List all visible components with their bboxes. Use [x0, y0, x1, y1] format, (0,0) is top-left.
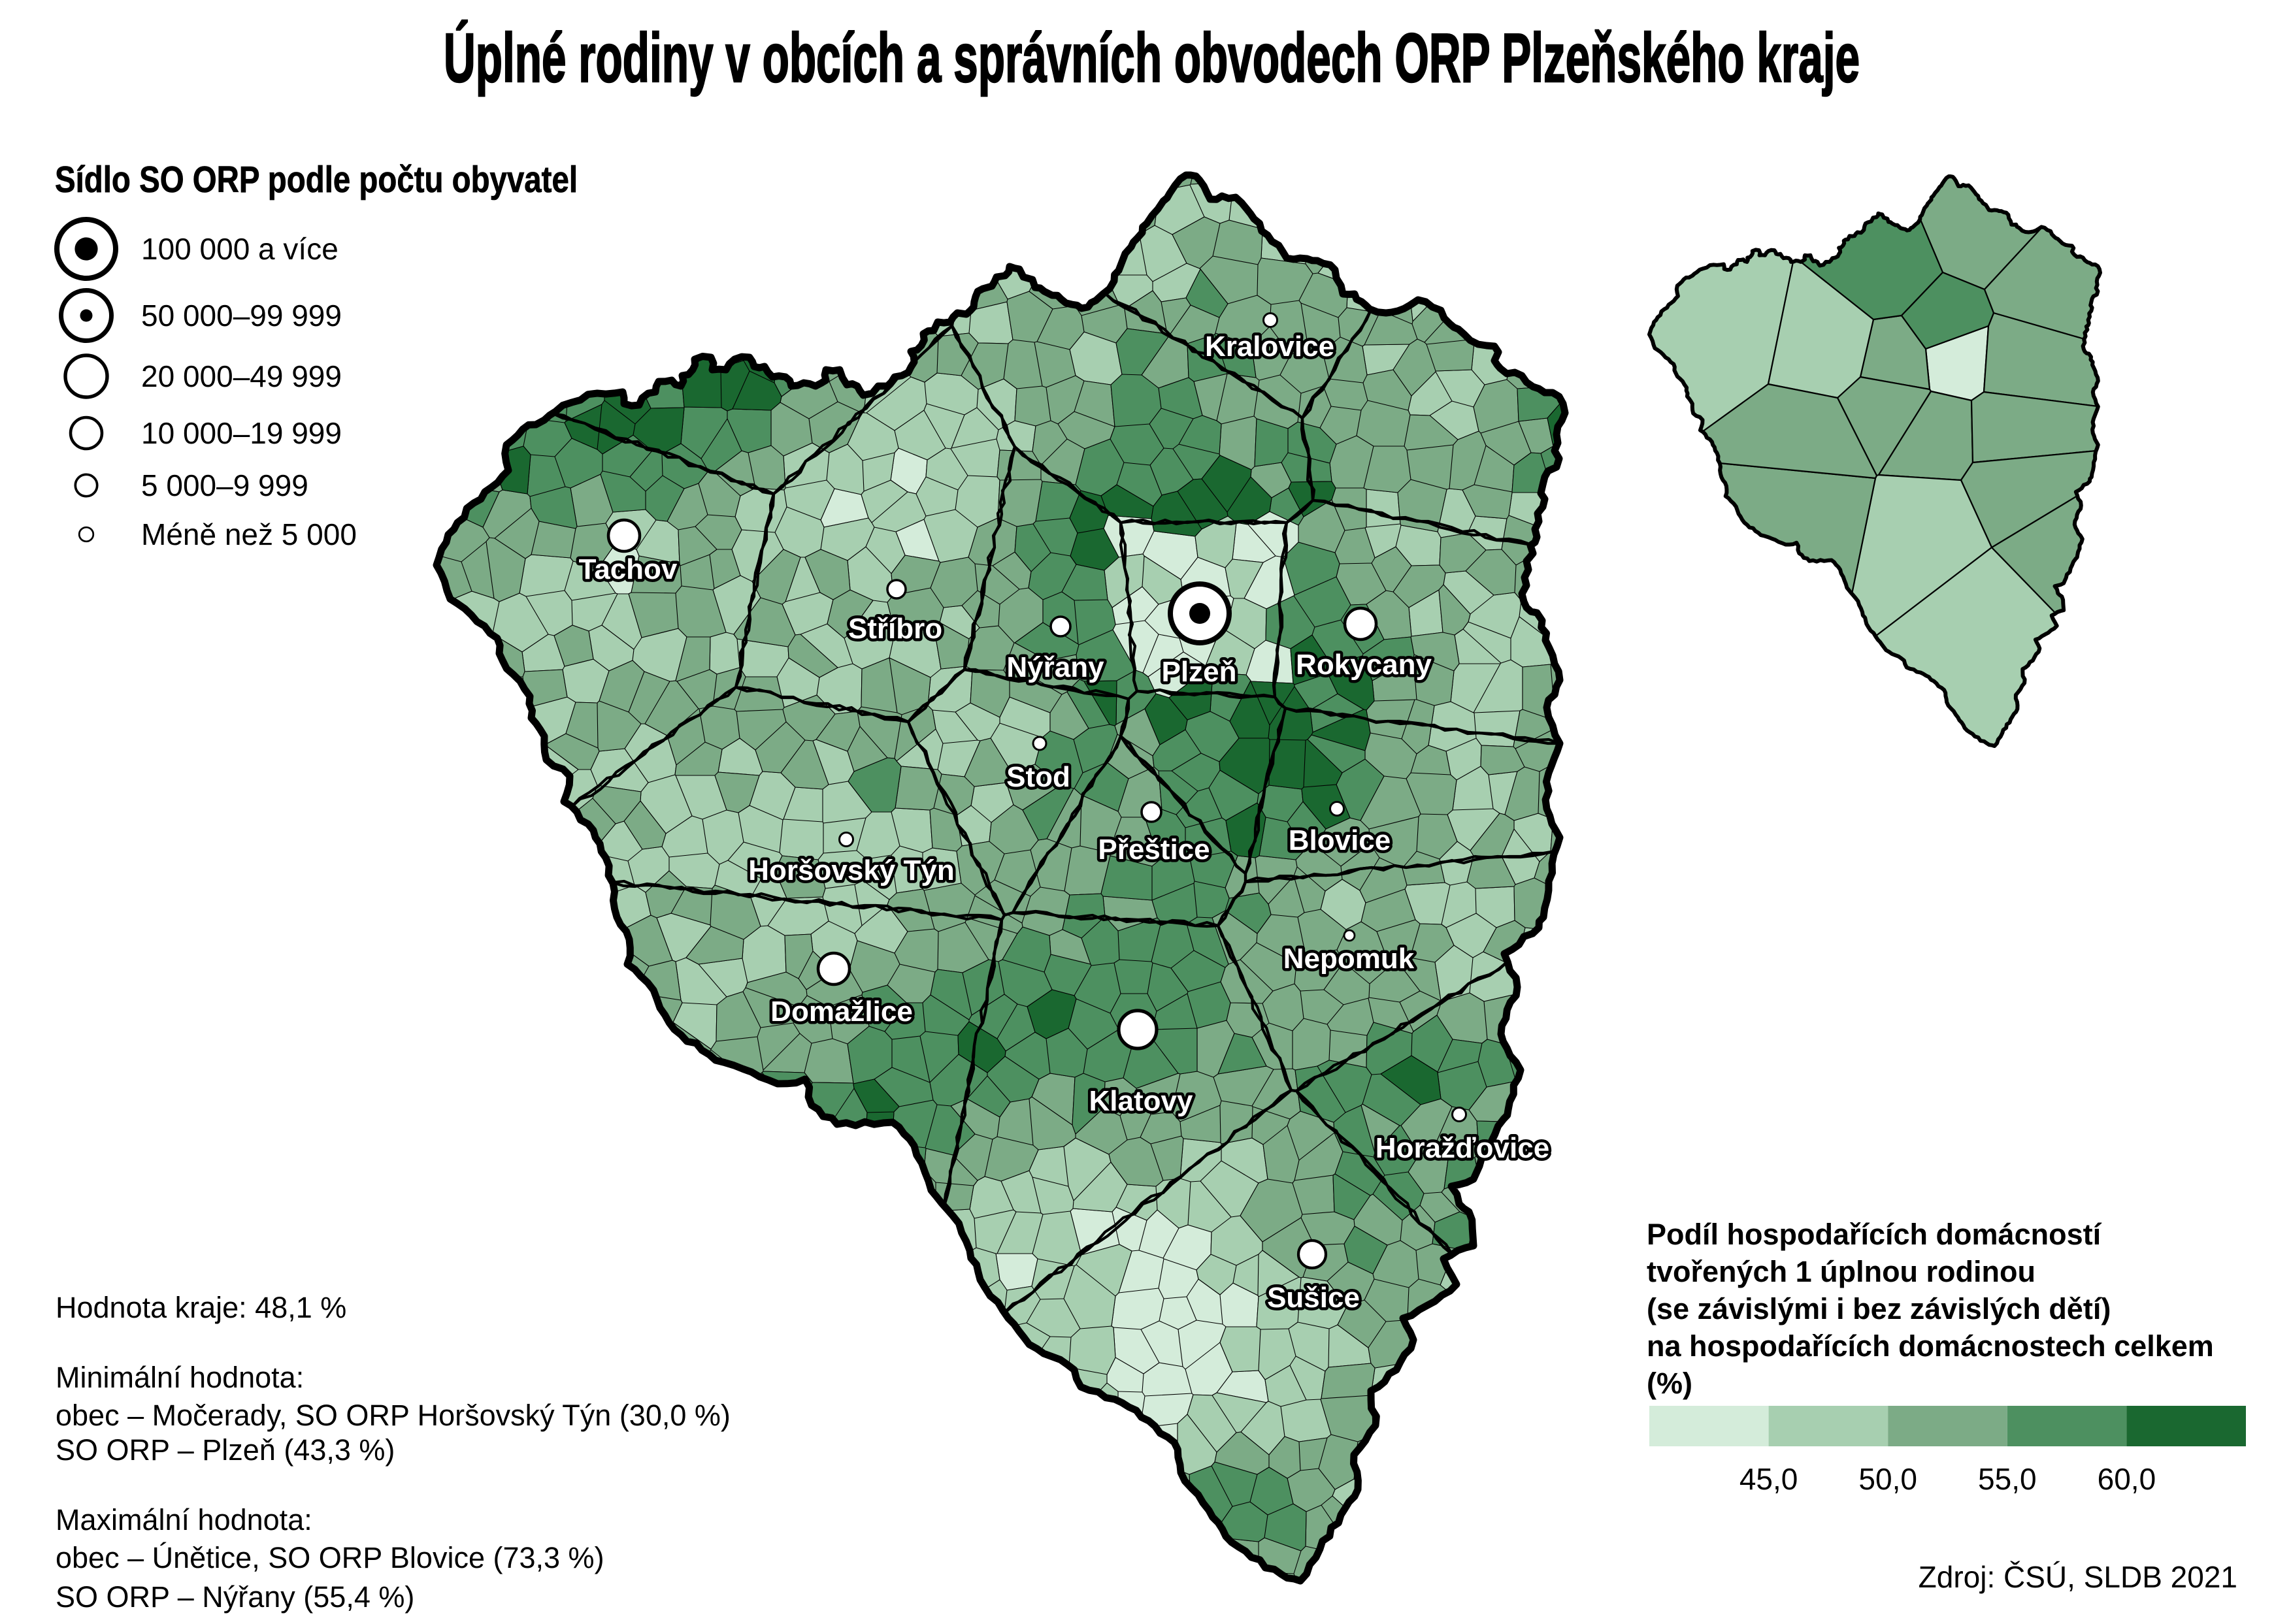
svg-text:Kralovice: Kralovice	[1205, 331, 1334, 363]
svg-text:Nýřany: Nýřany	[1006, 651, 1104, 683]
svg-text:55,0: 55,0	[1978, 1462, 2037, 1496]
svg-text:Domažlice: Domažlice	[770, 996, 913, 1028]
svg-text:Méně než 5 000: Méně než 5 000	[141, 517, 357, 551]
svg-text:20 000–49 999: 20 000–49 999	[141, 359, 342, 393]
svg-text:Podíl hospodařících domácností: Podíl hospodařících domácností	[1647, 1218, 2102, 1251]
svg-text:Horažďovice: Horažďovice	[1376, 1132, 1549, 1164]
svg-text:Maximální hodnota:: Maximální hodnota:	[56, 1503, 312, 1536]
svg-text:Stříbro: Stříbro	[848, 613, 942, 645]
svg-text:Minimální hodnota:: Minimální hodnota:	[56, 1361, 304, 1394]
svg-text:Zdroj: ČSÚ, SLDB 2021: Zdroj: ČSÚ, SLDB 2021	[1919, 1560, 2237, 1594]
svg-text:(%): (%)	[1647, 1367, 1692, 1400]
svg-text:5 000–9 999: 5 000–9 999	[141, 468, 308, 502]
svg-text:Sídlo SO ORP podle počtu obyva: Sídlo SO ORP podle počtu obyvatel	[55, 159, 578, 201]
svg-text:Plzeň: Plzeň	[1162, 656, 1237, 688]
svg-text:obec – Močerady, SO ORP Horšov: obec – Močerady, SO ORP Horšovský Týn (3…	[56, 1399, 731, 1432]
svg-text:Klatovy: Klatovy	[1089, 1085, 1193, 1117]
svg-text:Horšovský Týn: Horšovský Týn	[748, 854, 954, 886]
svg-text:na hospodařících domácnostech: na hospodařících domácnostech celkem	[1647, 1329, 2214, 1363]
svg-text:Rokycany: Rokycany	[1296, 649, 1432, 681]
svg-text:50,0: 50,0	[1858, 1462, 1917, 1496]
svg-text:SO ORP – Nýřany (55,4 %): SO ORP – Nýřany (55,4 %)	[56, 1580, 414, 1614]
svg-text:Tachov: Tachov	[579, 553, 678, 585]
svg-text:100 000 a více: 100 000 a více	[141, 232, 338, 266]
svg-text:Nepomuk: Nepomuk	[1283, 943, 1415, 975]
svg-text:Blovice: Blovice	[1289, 824, 1391, 856]
svg-text:Hodnota kraje: 48,1 %: Hodnota kraje: 48,1 %	[56, 1291, 346, 1324]
svg-text:Přeštice: Přeštice	[1098, 834, 1210, 866]
svg-text:Úplné rodiny v obcích a správn: Úplné rodiny v obcích a správních obvode…	[444, 20, 1860, 97]
svg-text:SO ORP – Plzeň (43,3 %): SO ORP – Plzeň (43,3 %)	[56, 1433, 395, 1467]
svg-text:50 000–99 999: 50 000–99 999	[141, 299, 342, 333]
svg-text:10 000–19 999: 10 000–19 999	[141, 416, 342, 450]
svg-text:60,0: 60,0	[2098, 1462, 2156, 1496]
svg-text:obec – Únětice, SO ORP Blovice: obec – Únětice, SO ORP Blovice (73,3 %)	[56, 1541, 604, 1574]
svg-text:Sušice: Sušice	[1267, 1282, 1360, 1314]
svg-text:tvořených 1 úplnou rodinou: tvořených 1 úplnou rodinou	[1647, 1255, 2036, 1288]
svg-text:Stod: Stod	[1006, 761, 1070, 793]
svg-text:(se závislými i bez závislých: (se závislými i bez závislých dětí)	[1647, 1292, 2111, 1325]
svg-text:45,0: 45,0	[1739, 1462, 1798, 1496]
